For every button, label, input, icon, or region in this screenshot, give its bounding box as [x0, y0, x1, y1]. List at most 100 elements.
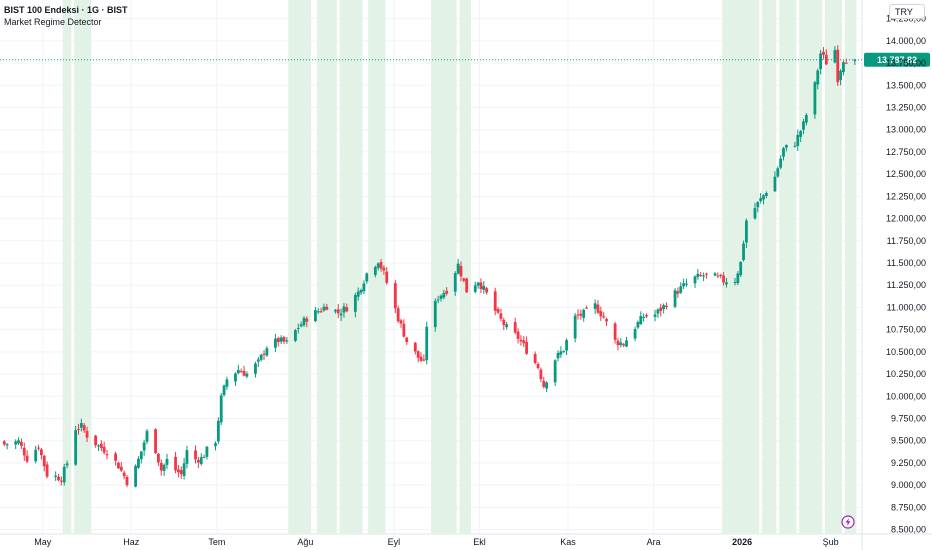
y-tick-label: 9.250,00: [891, 458, 926, 468]
candle-body: [359, 289, 363, 293]
candle-body: [45, 464, 49, 477]
candle-body: [716, 275, 720, 277]
x-axis: May Haz Tem Ağu Eyl Ekl Kas Ara 2026 Şub: [34, 515, 855, 547]
x-tick-label: Şub: [823, 537, 839, 547]
regime-band: [824, 0, 843, 534]
candle-body: [773, 176, 777, 192]
candle-body: [493, 291, 497, 311]
candle-body: [353, 295, 357, 312]
candle-body: [465, 278, 469, 293]
candle-body: [519, 339, 523, 342]
candle-body: [739, 262, 743, 276]
candle-body: [339, 313, 343, 316]
y-tick-label: 12.000,00: [886, 214, 926, 224]
candle-body: [505, 324, 509, 328]
candles: [2, 45, 857, 488]
candle-body: [34, 449, 38, 462]
candle-body: [433, 300, 437, 328]
candle-body: [456, 263, 460, 274]
candle-body: [265, 348, 269, 356]
candle-body: [413, 342, 417, 352]
candle-body: [656, 309, 660, 314]
y-tick-label: 12.500,00: [886, 169, 926, 179]
candle-body: [745, 220, 748, 243]
candle-body: [516, 331, 520, 339]
candle-body: [776, 168, 780, 177]
candle-body: [299, 324, 303, 327]
candle-body: [779, 158, 783, 168]
candle-body: [336, 309, 340, 314]
candle-body: [819, 53, 823, 70]
candle-body: [322, 306, 326, 311]
candle-body: [673, 290, 677, 307]
candle-body: [796, 134, 800, 146]
candle-body: [254, 363, 257, 374]
indicator-label[interactable]: Market Regime Detector: [4, 17, 102, 27]
regime-band: [431, 0, 457, 534]
candle-body: [325, 306, 329, 310]
candle-body: [219, 395, 223, 423]
candle-body: [239, 371, 243, 373]
candle-body: [596, 304, 600, 313]
candle-body: [573, 315, 577, 339]
x-tick-label: Ağu: [297, 537, 313, 547]
candle-body: [97, 445, 100, 447]
x-tick-label: Eyl: [388, 537, 401, 547]
candle-body: [256, 359, 260, 362]
candle-body: [582, 309, 586, 318]
candle-body: [14, 441, 18, 445]
candle-body: [276, 338, 280, 343]
candle-body: [396, 308, 400, 322]
candle-body: [513, 322, 517, 333]
y-tick-label: 12.250,00: [886, 191, 926, 201]
candle-body: [125, 476, 129, 486]
candle-body: [804, 114, 808, 123]
y-tick-label: 13.000,00: [886, 125, 926, 135]
y-tick-label: 13.750,00: [886, 58, 926, 68]
currency-button[interactable]: TRY: [889, 4, 925, 19]
regime-band: [62, 0, 72, 534]
candle-body: [157, 453, 160, 463]
candle-body: [139, 451, 143, 460]
candle-body: [736, 273, 740, 284]
y-tick-label: 8.750,00: [891, 502, 926, 512]
candle-body: [205, 446, 209, 457]
y-tick-label: 9.750,00: [891, 413, 926, 423]
candle-body: [713, 273, 717, 276]
candle-body: [702, 275, 705, 277]
candle-body: [719, 274, 723, 276]
y-tick-label: 11.000,00: [887, 302, 926, 312]
x-tick-label: 2026: [732, 537, 752, 547]
candle-body: [117, 462, 120, 469]
candle-body: [725, 282, 728, 285]
candle-body: [459, 265, 463, 277]
candle-body: [162, 464, 166, 471]
candle-body: [605, 318, 608, 322]
y-tick-label: 10.000,00: [886, 391, 926, 401]
candle-body: [99, 443, 103, 449]
candle-body: [319, 311, 323, 313]
candle-body: [802, 121, 805, 130]
lightning-icon[interactable]: [841, 515, 855, 529]
x-tick-label: Tem: [208, 537, 225, 547]
candle-body: [416, 351, 420, 358]
regime-band: [844, 0, 857, 534]
candle-body: [134, 465, 137, 487]
candle-body: [382, 267, 386, 271]
candle-body: [105, 454, 109, 456]
candle-body: [245, 373, 249, 377]
candle-body: [176, 469, 180, 473]
candle-body: [196, 459, 200, 463]
candle-body: [625, 340, 628, 347]
candle-body: [214, 443, 217, 447]
candle-body: [242, 370, 246, 376]
candle-body: [405, 337, 409, 343]
candle-body: [622, 344, 626, 346]
regime-band: [762, 0, 777, 534]
last-price-label: 13.787,82: [877, 55, 917, 65]
candle-body: [753, 208, 757, 219]
candle-body: [119, 466, 123, 471]
candle-body: [202, 456, 206, 458]
candle-body: [445, 290, 449, 294]
